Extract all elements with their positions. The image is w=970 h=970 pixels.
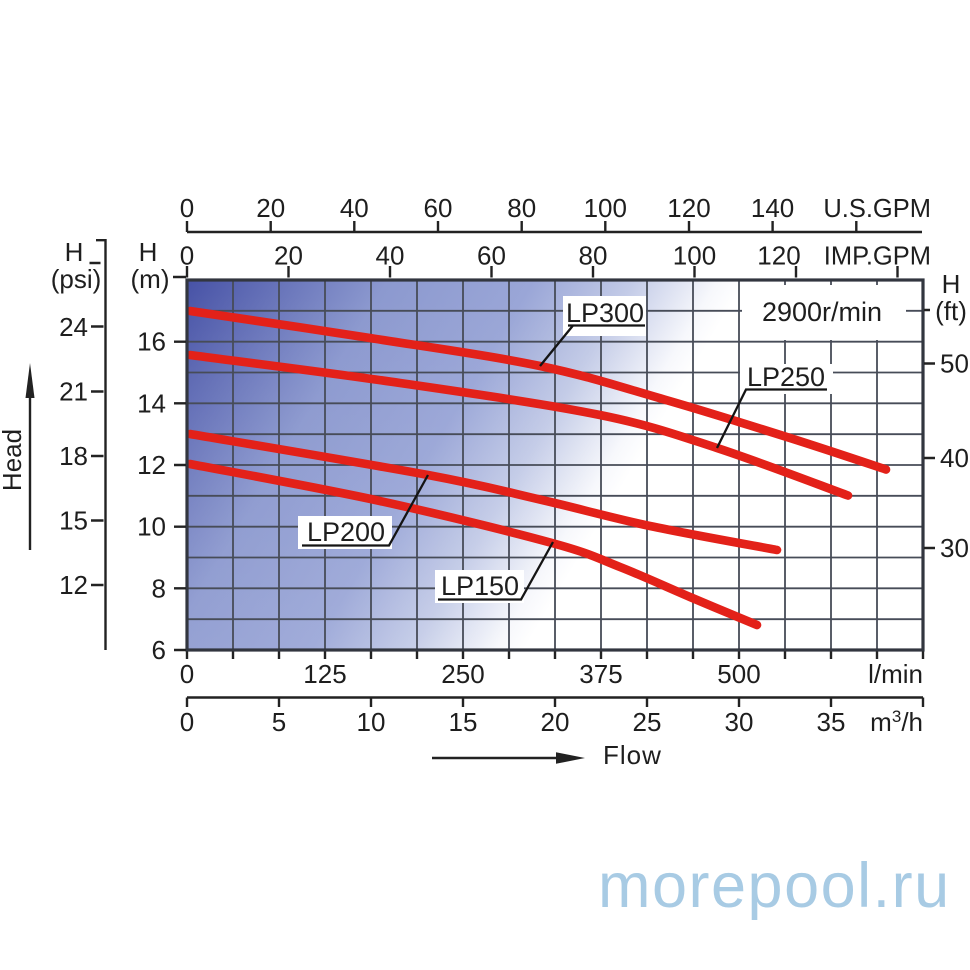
svg-text:80: 80 — [507, 193, 536, 223]
svg-text:H: H — [139, 237, 158, 267]
svg-text:20: 20 — [541, 707, 570, 737]
svg-text:80: 80 — [579, 241, 608, 271]
svg-text:6: 6 — [152, 635, 166, 665]
svg-text:H: H — [65, 237, 84, 267]
svg-text:12: 12 — [59, 570, 88, 600]
svg-text:120: 120 — [757, 241, 800, 271]
svg-text:LP200: LP200 — [307, 517, 385, 547]
svg-text:10: 10 — [137, 512, 166, 542]
svg-text:IMP.GPM: IMP.GPM — [824, 243, 931, 271]
svg-text:60: 60 — [424, 193, 453, 223]
svg-text:15: 15 — [59, 506, 88, 536]
svg-text:250: 250 — [441, 659, 484, 689]
svg-text:(ft): (ft) — [935, 296, 967, 326]
svg-text:21: 21 — [59, 377, 88, 407]
svg-text:H: H — [942, 269, 961, 299]
svg-text:100: 100 — [673, 241, 716, 271]
svg-text:0: 0 — [180, 659, 194, 689]
svg-text:0: 0 — [180, 193, 194, 223]
svg-text:(m): (m) — [131, 264, 170, 294]
svg-text:16: 16 — [137, 327, 166, 357]
svg-text:(psi): (psi) — [51, 264, 102, 294]
svg-text:100: 100 — [584, 193, 627, 223]
svg-text:40: 40 — [376, 241, 405, 271]
svg-text:10: 10 — [357, 707, 386, 737]
svg-text:12: 12 — [137, 450, 166, 480]
svg-text:2900r/min: 2900r/min — [762, 297, 882, 327]
svg-text:60: 60 — [477, 241, 506, 271]
svg-text:120: 120 — [667, 193, 710, 223]
svg-text:8: 8 — [152, 573, 166, 603]
svg-text:24: 24 — [59, 312, 88, 342]
svg-text:125: 125 — [303, 659, 346, 689]
svg-text:40: 40 — [940, 443, 969, 473]
svg-text:25: 25 — [633, 707, 662, 737]
svg-text:50: 50 — [940, 349, 969, 379]
svg-text:LP300: LP300 — [566, 298, 644, 328]
svg-text:20: 20 — [274, 241, 303, 271]
svg-text:l/min: l/min — [868, 659, 923, 689]
svg-text:15: 15 — [449, 707, 478, 737]
svg-text:Flow: Flow — [603, 740, 662, 770]
svg-text:20: 20 — [256, 193, 285, 223]
svg-text:30: 30 — [940, 533, 969, 563]
svg-text:375: 375 — [579, 659, 622, 689]
svg-text:0: 0 — [180, 241, 194, 271]
svg-text:14: 14 — [137, 388, 166, 418]
svg-text:35: 35 — [817, 707, 846, 737]
svg-text:U.S.GPM: U.S.GPM — [823, 195, 931, 223]
svg-text:m3/h: m3/h — [870, 707, 923, 737]
svg-text:140: 140 — [751, 193, 794, 223]
svg-text:500: 500 — [717, 659, 760, 689]
svg-text:40: 40 — [340, 193, 369, 223]
svg-text:30: 30 — [725, 707, 754, 737]
svg-text:LP250: LP250 — [747, 362, 825, 392]
svg-text:0: 0 — [180, 707, 194, 737]
svg-text:morepool.ru: morepool.ru — [598, 851, 951, 921]
svg-text:18: 18 — [59, 441, 88, 471]
svg-text:5: 5 — [272, 707, 286, 737]
svg-text:Head: Head — [0, 429, 27, 491]
svg-text:LP150: LP150 — [441, 571, 519, 601]
